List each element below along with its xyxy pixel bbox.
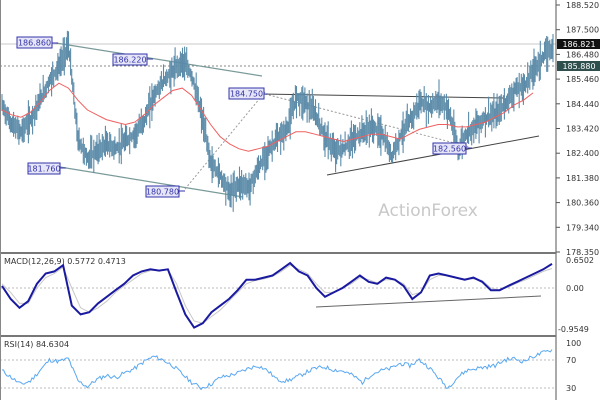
price-tick-label: 180.360 xyxy=(566,199,599,208)
price-tick-label: 181.380 xyxy=(566,174,599,183)
macd-title: MACD(12,26,9) 0.5772 0.4713 xyxy=(4,257,126,266)
watermark-text: ActionForex xyxy=(378,201,478,221)
macd-panel[interactable]: MACD(12,26,9) 0.5772 0.4713 0.6502 0.00 … xyxy=(0,256,594,334)
rsi-line xyxy=(1,349,553,391)
rsi-title: RSI(14) 84.6304 xyxy=(4,340,69,349)
price-tick-label: 183.420 xyxy=(566,125,599,134)
current-price-badge: 186.821 xyxy=(557,39,600,49)
svg-text:186.860: 186.860 xyxy=(18,39,51,48)
price-tick-label: 184.440 xyxy=(566,100,599,109)
macd-tick-top: 0.6502 xyxy=(566,256,594,265)
price-tick-label: 187.500 xyxy=(566,26,599,35)
rsi-tick-70: 70 xyxy=(566,356,576,365)
macd-tick-bottom: -0.9549 xyxy=(558,325,589,334)
price-tick-label: 178.350 xyxy=(566,248,599,257)
svg-text:182.560: 182.560 xyxy=(433,145,466,154)
annotation-184750: 184.750 xyxy=(228,87,268,100)
rsi-panel[interactable]: RSI(14) 84.6304 100 70 30 xyxy=(0,339,581,393)
svg-text:184.750: 184.750 xyxy=(230,90,263,99)
macd-line xyxy=(1,261,553,329)
svg-text:185.880: 185.880 xyxy=(562,62,595,71)
macd-tick-zero: 0.00 xyxy=(566,284,584,293)
dotted-rising-trendline xyxy=(184,91,266,190)
price-tick-label: 179.340 xyxy=(566,223,599,232)
annotation-182560: 182.560 xyxy=(432,142,472,155)
price-series xyxy=(1,30,554,212)
macd-support-trendline xyxy=(315,295,542,308)
moving-average-line xyxy=(1,82,534,152)
svg-text:186.821: 186.821 xyxy=(562,40,595,49)
rsi-tick-30: 30 xyxy=(566,384,576,393)
descending-support-trendline xyxy=(59,166,244,198)
price-tick-label: 186.480 xyxy=(566,50,599,59)
price-axis[interactable]: 188.520 187.500 186.480 185.460 184.440 183.4… xyxy=(555,0,600,400)
svg-text:180.780: 180.780 xyxy=(146,188,179,197)
annotation-181760: 181.760 xyxy=(27,162,66,175)
price-tick-label: 182.400 xyxy=(566,149,599,158)
price-tick-label: 188.520 xyxy=(566,1,599,10)
svg-text:181.760: 181.760 xyxy=(27,165,60,174)
rising-support-trendline xyxy=(326,135,540,176)
descending-resistance-trendline xyxy=(55,42,263,77)
price-tick-label: 185.460 xyxy=(566,75,599,84)
price-panel[interactable]: ActionForex 186.860 xyxy=(0,30,556,221)
annotation-180780: 180.780 xyxy=(145,185,185,198)
annotation-186220: 186.220 xyxy=(112,53,153,66)
reference-price-badge: 185.880 xyxy=(557,61,600,71)
rsi-tick-100: 100 xyxy=(566,339,581,348)
svg-text:186.220: 186.220 xyxy=(113,56,146,65)
annotation-186860: 186.860 xyxy=(16,36,58,49)
